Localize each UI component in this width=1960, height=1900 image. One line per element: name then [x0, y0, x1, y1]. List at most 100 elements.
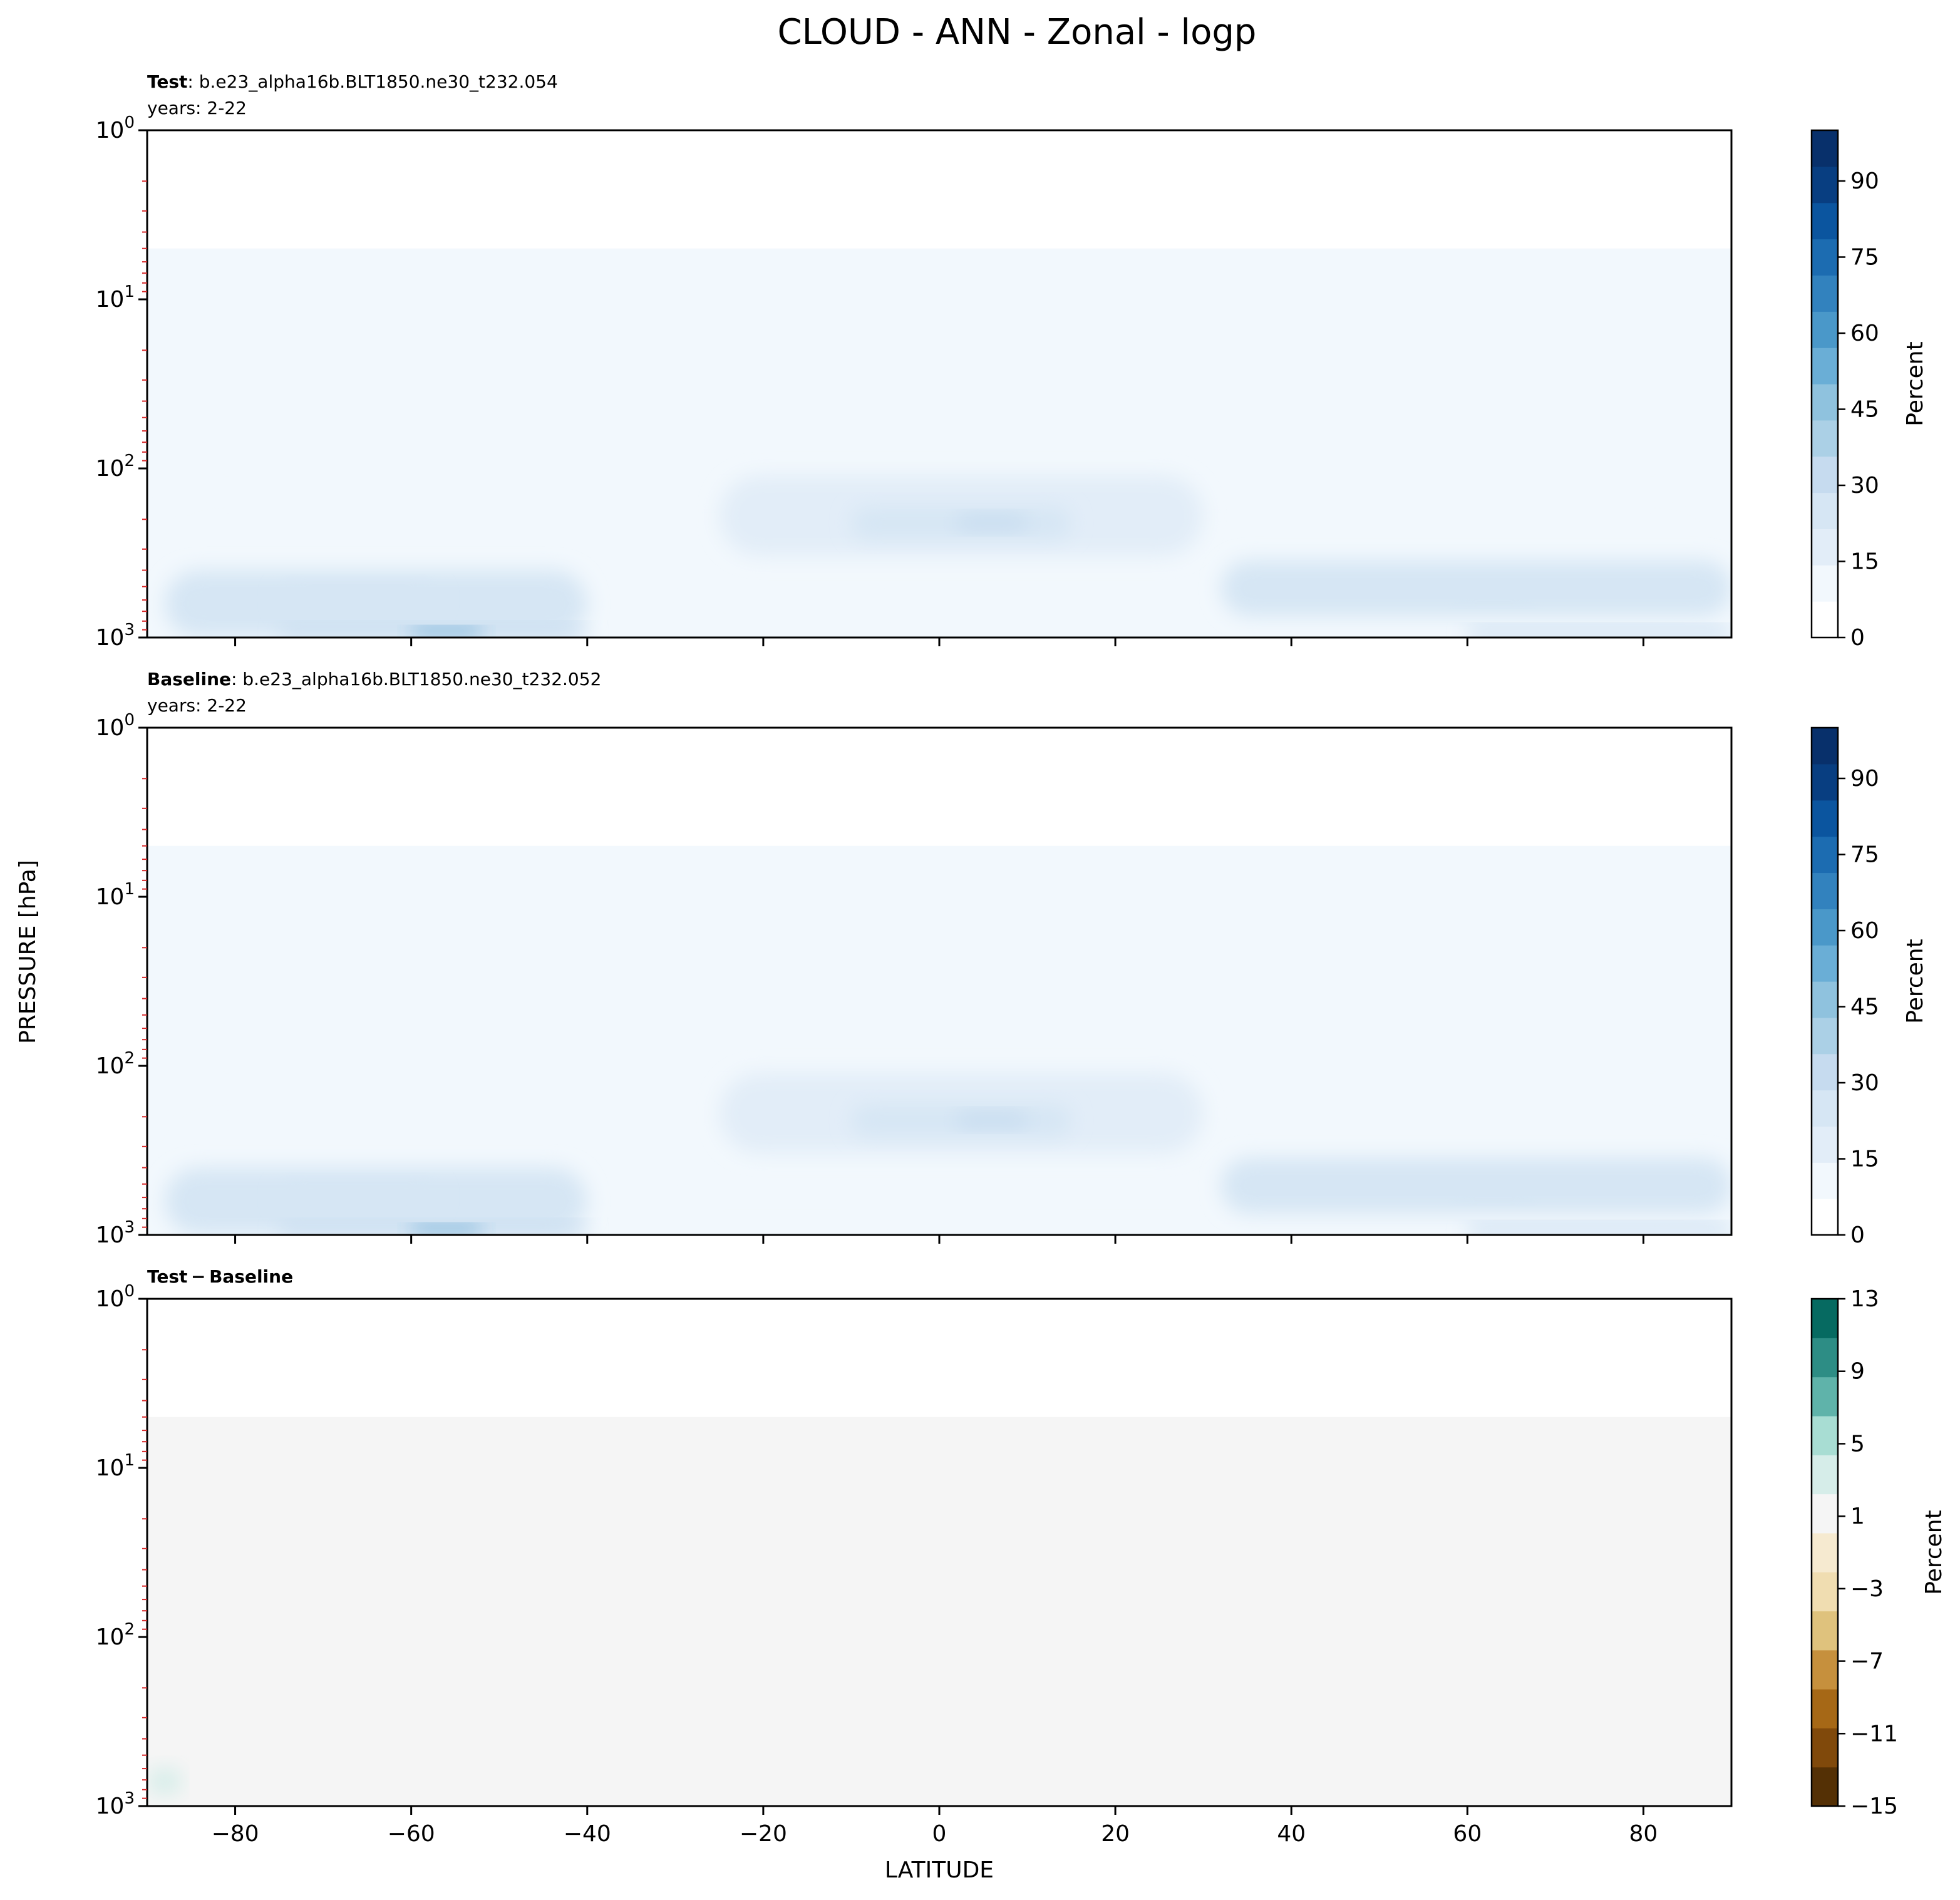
colorbar-tick-label: 60 [1850, 321, 1879, 346]
colorbar-swatch [1812, 1299, 1838, 1338]
colorbar-swatch [1812, 1455, 1838, 1495]
colorbar-swatch [1812, 565, 1838, 602]
y-tick-label: 102 [96, 452, 135, 482]
x-tick-label: 0 [932, 1821, 947, 1847]
contour-field [147, 248, 1731, 638]
colorbar-tick-label: 15 [1850, 1147, 1879, 1172]
contour-region [957, 515, 1028, 530]
x-axis [234, 638, 1644, 646]
panel-title-rest: : b.e23_alpha16b.BLT1850.ne30_t232.054 [187, 71, 557, 92]
colorbar-tick-label: −15 [1850, 1794, 1898, 1819]
colorbar-swatch [1812, 1650, 1838, 1690]
x-tick-label: −20 [740, 1821, 787, 1847]
x-tick-label: −80 [212, 1821, 259, 1847]
panel-test: Test: b.e23_alpha16b.BLT1850.ne30_t232.0… [96, 71, 1928, 651]
colorbar-swatch [1812, 1728, 1838, 1768]
panel-title: Test − Baseline [147, 1266, 293, 1287]
colorbar-swatch [1812, 1376, 1838, 1417]
panel-title: Baseline: b.e23_alpha16b.BLT1850.ne30_t2… [147, 669, 601, 689]
colorbar-swatch [1812, 909, 1838, 946]
colorbar-swatch [1812, 1532, 1838, 1572]
panel-subtitle: years: 2-22 [147, 98, 247, 118]
colorbar-tick-label: −3 [1850, 1576, 1884, 1602]
colorbar-swatch [1812, 728, 1838, 765]
colorbar-label: Percent [1902, 939, 1928, 1023]
colorbar-swatch [1812, 420, 1838, 457]
y-tick-label: 101 [96, 1451, 135, 1481]
colorbar: 13 9 5 1 −3 −7 −11 −15 Percent [1810, 1286, 1947, 1819]
colorbar-swatch [1812, 1162, 1838, 1199]
contour-field [147, 1417, 1731, 1806]
contour-region [693, 1197, 869, 1223]
x-axis: −80 −60 −40 −20 0 20 40 60 80 [212, 1806, 1658, 1847]
colorbar-swatch [1812, 239, 1838, 276]
colorbar-swatch [1812, 945, 1838, 982]
x-tick-label: 20 [1101, 1821, 1130, 1847]
colorbar-tick-label: 0 [1850, 1222, 1865, 1248]
contour-region [279, 1184, 438, 1209]
colorbar-tick-label: −11 [1850, 1721, 1898, 1747]
x-tick-label: 60 [1453, 1821, 1482, 1847]
contour-region [1044, 600, 1204, 626]
colorbar-tick-label: 45 [1850, 994, 1879, 1020]
panel-title-bold: Test [147, 71, 187, 92]
colorbar-tick-label: 75 [1850, 245, 1879, 271]
colorbar-swatch [1812, 1090, 1838, 1127]
y-axis: 100 101 102 103 [96, 113, 147, 651]
colorbar-swatch [1812, 1126, 1838, 1163]
y-axis: 100 101 102 103 [96, 711, 147, 1248]
colorbar: 0 15 30 45 60 75 90 Percent [1810, 726, 1928, 1248]
y-tick-label: 101 [96, 282, 135, 312]
contour-region [1220, 560, 1731, 617]
y-tick-label: 102 [96, 1049, 135, 1079]
contour-region [957, 1113, 1028, 1127]
x-axis [234, 1235, 1644, 1244]
contour-region [1450, 589, 1538, 602]
colorbar-swatch [1812, 1611, 1838, 1651]
contour-region [147, 1417, 1731, 1806]
colorbar-label: Percent [1902, 341, 1928, 426]
x-tick-label: 40 [1277, 1821, 1306, 1847]
colorbar-swatch [1812, 1053, 1838, 1091]
colorbar-swatch [1812, 492, 1838, 530]
colorbar-label: Percent [1921, 1510, 1947, 1594]
contour-region [693, 600, 869, 626]
x-tick-label: 80 [1629, 1821, 1658, 1847]
y-tick-label: 100 [96, 1282, 135, 1312]
y-tick-label: 103 [96, 621, 135, 651]
colorbar-swatch [1812, 202, 1838, 240]
contour-region [1467, 1224, 1731, 1235]
panel-title: Test: b.e23_alpha16b.BLT1850.ne30_t232.0… [147, 71, 558, 92]
colorbar-swatch [1812, 1689, 1838, 1728]
colorbar-frame [1810, 129, 1839, 639]
contour-region [411, 628, 482, 635]
contour-region [1467, 627, 1731, 638]
colorbar-swatch [1812, 456, 1838, 493]
y-tick-label: 100 [96, 711, 135, 741]
panel-title-bold: Test − Baseline [147, 1266, 293, 1287]
y-tick-label: 102 [96, 1620, 135, 1650]
colorbar-swatch [1812, 836, 1838, 874]
contour-field [147, 845, 1731, 1235]
y-axis: 100 101 102 103 [96, 1282, 147, 1819]
colorbar-tick-label: 30 [1850, 473, 1879, 498]
colorbar-tick-label: 30 [1850, 1070, 1879, 1096]
colorbar-tick-label: 90 [1850, 168, 1879, 194]
colorbar-swatch [1812, 1494, 1838, 1534]
panel-difference: Test − Baseline 100 101 102 103 −80 −60 −40 −2… [96, 1266, 1947, 1847]
y-tick-label: 103 [96, 1789, 135, 1819]
colorbar: 0 15 30 45 60 75 90 Percent [1810, 129, 1928, 651]
x-axis-label: LATITUDE [885, 1857, 994, 1883]
colorbar-tick-label: 5 [1850, 1431, 1865, 1457]
colorbar-tick-label: 13 [1850, 1286, 1879, 1312]
panel-baseline: Baseline: b.e23_alpha16b.BLT1850.ne30_t2… [96, 669, 1928, 1248]
colorbar-tick-label: −7 [1850, 1649, 1884, 1675]
colorbar-swatch [1812, 981, 1838, 1018]
colorbar-swatch [1812, 800, 1838, 837]
contour-region [1220, 1157, 1731, 1214]
x-tick-label: −40 [564, 1821, 611, 1847]
y-tick-label: 101 [96, 880, 135, 910]
colorbar-swatch [1812, 311, 1838, 348]
colorbar-swatch [1812, 601, 1838, 638]
